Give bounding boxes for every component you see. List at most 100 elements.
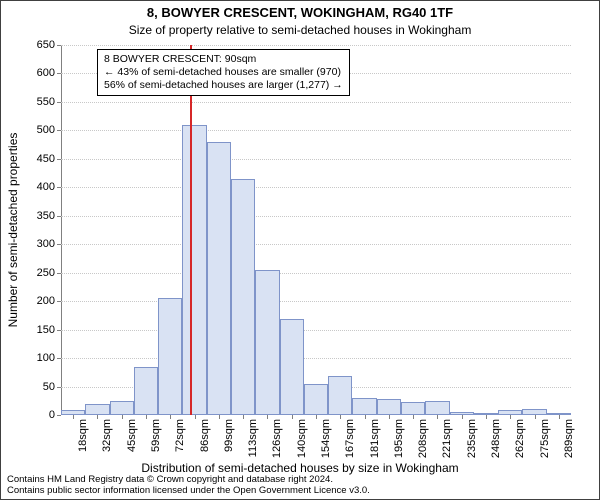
y-tick-mark — [57, 159, 61, 160]
annotation-box: 8 BOWYER CRESCENT: 90sqm ← 43% of semi-d… — [97, 49, 350, 96]
x-tick-label: 154sqm — [320, 415, 332, 458]
histogram-bar — [182, 125, 206, 415]
x-tick-mark — [73, 415, 74, 419]
x-tick-mark — [486, 415, 487, 419]
y-tick-mark — [57, 301, 61, 302]
x-tick-mark — [510, 415, 511, 419]
histogram-bar — [328, 376, 352, 415]
x-tick-label: 275sqm — [539, 415, 551, 458]
histogram-bar — [377, 399, 401, 415]
y-tick-label: 0 — [49, 409, 55, 421]
y-tick-mark — [57, 216, 61, 217]
gridline — [61, 301, 571, 302]
x-tick-label: 126sqm — [271, 415, 283, 458]
histogram-bar — [255, 270, 279, 415]
plot-area: 8 BOWYER CRESCENT: 90sqm ← 43% of semi-d… — [61, 45, 571, 415]
x-tick-mark — [122, 415, 123, 419]
x-tick-label: 248sqm — [490, 415, 502, 458]
gridline — [61, 273, 571, 274]
x-tick-label: 140sqm — [296, 415, 308, 458]
x-tick-mark — [340, 415, 341, 419]
gridline — [61, 102, 571, 103]
x-tick-mark — [316, 415, 317, 419]
y-tick-mark — [57, 415, 61, 416]
chart-subtitle: Size of property relative to semi-detach… — [1, 23, 599, 37]
x-tick-label: 45sqm — [126, 415, 138, 452]
y-axis-line — [61, 45, 62, 415]
y-tick-label: 650 — [37, 39, 55, 51]
x-tick-mark — [243, 415, 244, 419]
gridline — [61, 159, 571, 160]
footer-line2: Contains public sector information licen… — [7, 486, 370, 497]
gridline — [61, 130, 571, 131]
x-tick-label: 99sqm — [223, 415, 235, 452]
histogram-bar — [85, 404, 109, 415]
x-tick-label: 18sqm — [77, 415, 89, 452]
x-tick-label: 221sqm — [441, 415, 453, 458]
gridline — [61, 244, 571, 245]
x-tick-label: 86sqm — [199, 415, 211, 452]
x-tick-label: 32sqm — [101, 415, 113, 452]
x-tick-label: 181sqm — [369, 415, 381, 458]
x-tick-mark — [195, 415, 196, 419]
y-tick-label: 100 — [37, 352, 55, 364]
x-tick-mark — [535, 415, 536, 419]
y-tick-mark — [57, 102, 61, 103]
y-axis-label: Number of semi-detached properties — [6, 133, 20, 328]
histogram-bar — [207, 142, 231, 415]
x-tick-label: 289sqm — [563, 415, 575, 458]
x-tick-mark — [97, 415, 98, 419]
y-tick-label: 350 — [37, 210, 55, 222]
footer-attribution: Contains HM Land Registry data © Crown c… — [7, 475, 370, 497]
histogram-bar — [425, 401, 449, 415]
x-tick-label: 262sqm — [514, 415, 526, 458]
y-tick-mark — [57, 358, 61, 359]
y-tick-label: 450 — [37, 153, 55, 165]
x-tick-label: 167sqm — [344, 415, 356, 458]
histogram-bar — [280, 319, 304, 415]
y-tick-mark — [57, 273, 61, 274]
x-tick-label: 235sqm — [466, 415, 478, 458]
y-tick-label: 250 — [37, 267, 55, 279]
chart-container: 8, BOWYER CRESCENT, WOKINGHAM, RG40 1TF … — [0, 0, 600, 500]
x-tick-label: 195sqm — [393, 415, 405, 458]
y-tick-mark — [57, 387, 61, 388]
plot-inner: 8 BOWYER CRESCENT: 90sqm ← 43% of semi-d… — [61, 45, 571, 415]
gridline — [61, 187, 571, 188]
y-tick-label: 300 — [37, 238, 55, 250]
x-tick-mark — [267, 415, 268, 419]
y-tick-mark — [57, 187, 61, 188]
annotation-line1: 8 BOWYER CRESCENT: 90sqm — [104, 53, 343, 66]
x-tick-mark — [219, 415, 220, 419]
histogram-bar — [158, 298, 182, 415]
histogram-bar — [110, 401, 134, 415]
y-tick-mark — [57, 330, 61, 331]
gridline — [61, 358, 571, 359]
x-tick-mark — [146, 415, 147, 419]
x-tick-mark — [559, 415, 560, 419]
annotation-line2: ← 43% of semi-detached houses are smalle… — [104, 66, 343, 79]
y-tick-label: 200 — [37, 295, 55, 307]
annotation-line3: 56% of semi-detached houses are larger (… — [104, 79, 343, 92]
x-tick-mark — [437, 415, 438, 419]
y-tick-mark — [57, 45, 61, 46]
y-tick-label: 550 — [37, 96, 55, 108]
y-tick-label: 150 — [37, 324, 55, 336]
y-axis-label-wrap: Number of semi-detached properties — [1, 45, 19, 415]
x-tick-mark — [365, 415, 366, 419]
histogram-bar — [352, 398, 376, 415]
x-tick-label: 113sqm — [247, 415, 259, 457]
x-axis-label: Distribution of semi-detached houses by … — [1, 461, 599, 475]
y-tick-label: 500 — [37, 124, 55, 136]
x-tick-mark — [462, 415, 463, 419]
y-tick-mark — [57, 130, 61, 131]
x-tick-label: 59sqm — [150, 415, 162, 452]
histogram-bar — [134, 367, 158, 415]
y-tick-label: 400 — [37, 181, 55, 193]
histogram-bar — [304, 384, 328, 415]
x-tick-mark — [292, 415, 293, 419]
histogram-bar — [401, 402, 425, 415]
gridline — [61, 216, 571, 217]
x-tick-label: 208sqm — [417, 415, 429, 458]
gridline — [61, 45, 571, 46]
